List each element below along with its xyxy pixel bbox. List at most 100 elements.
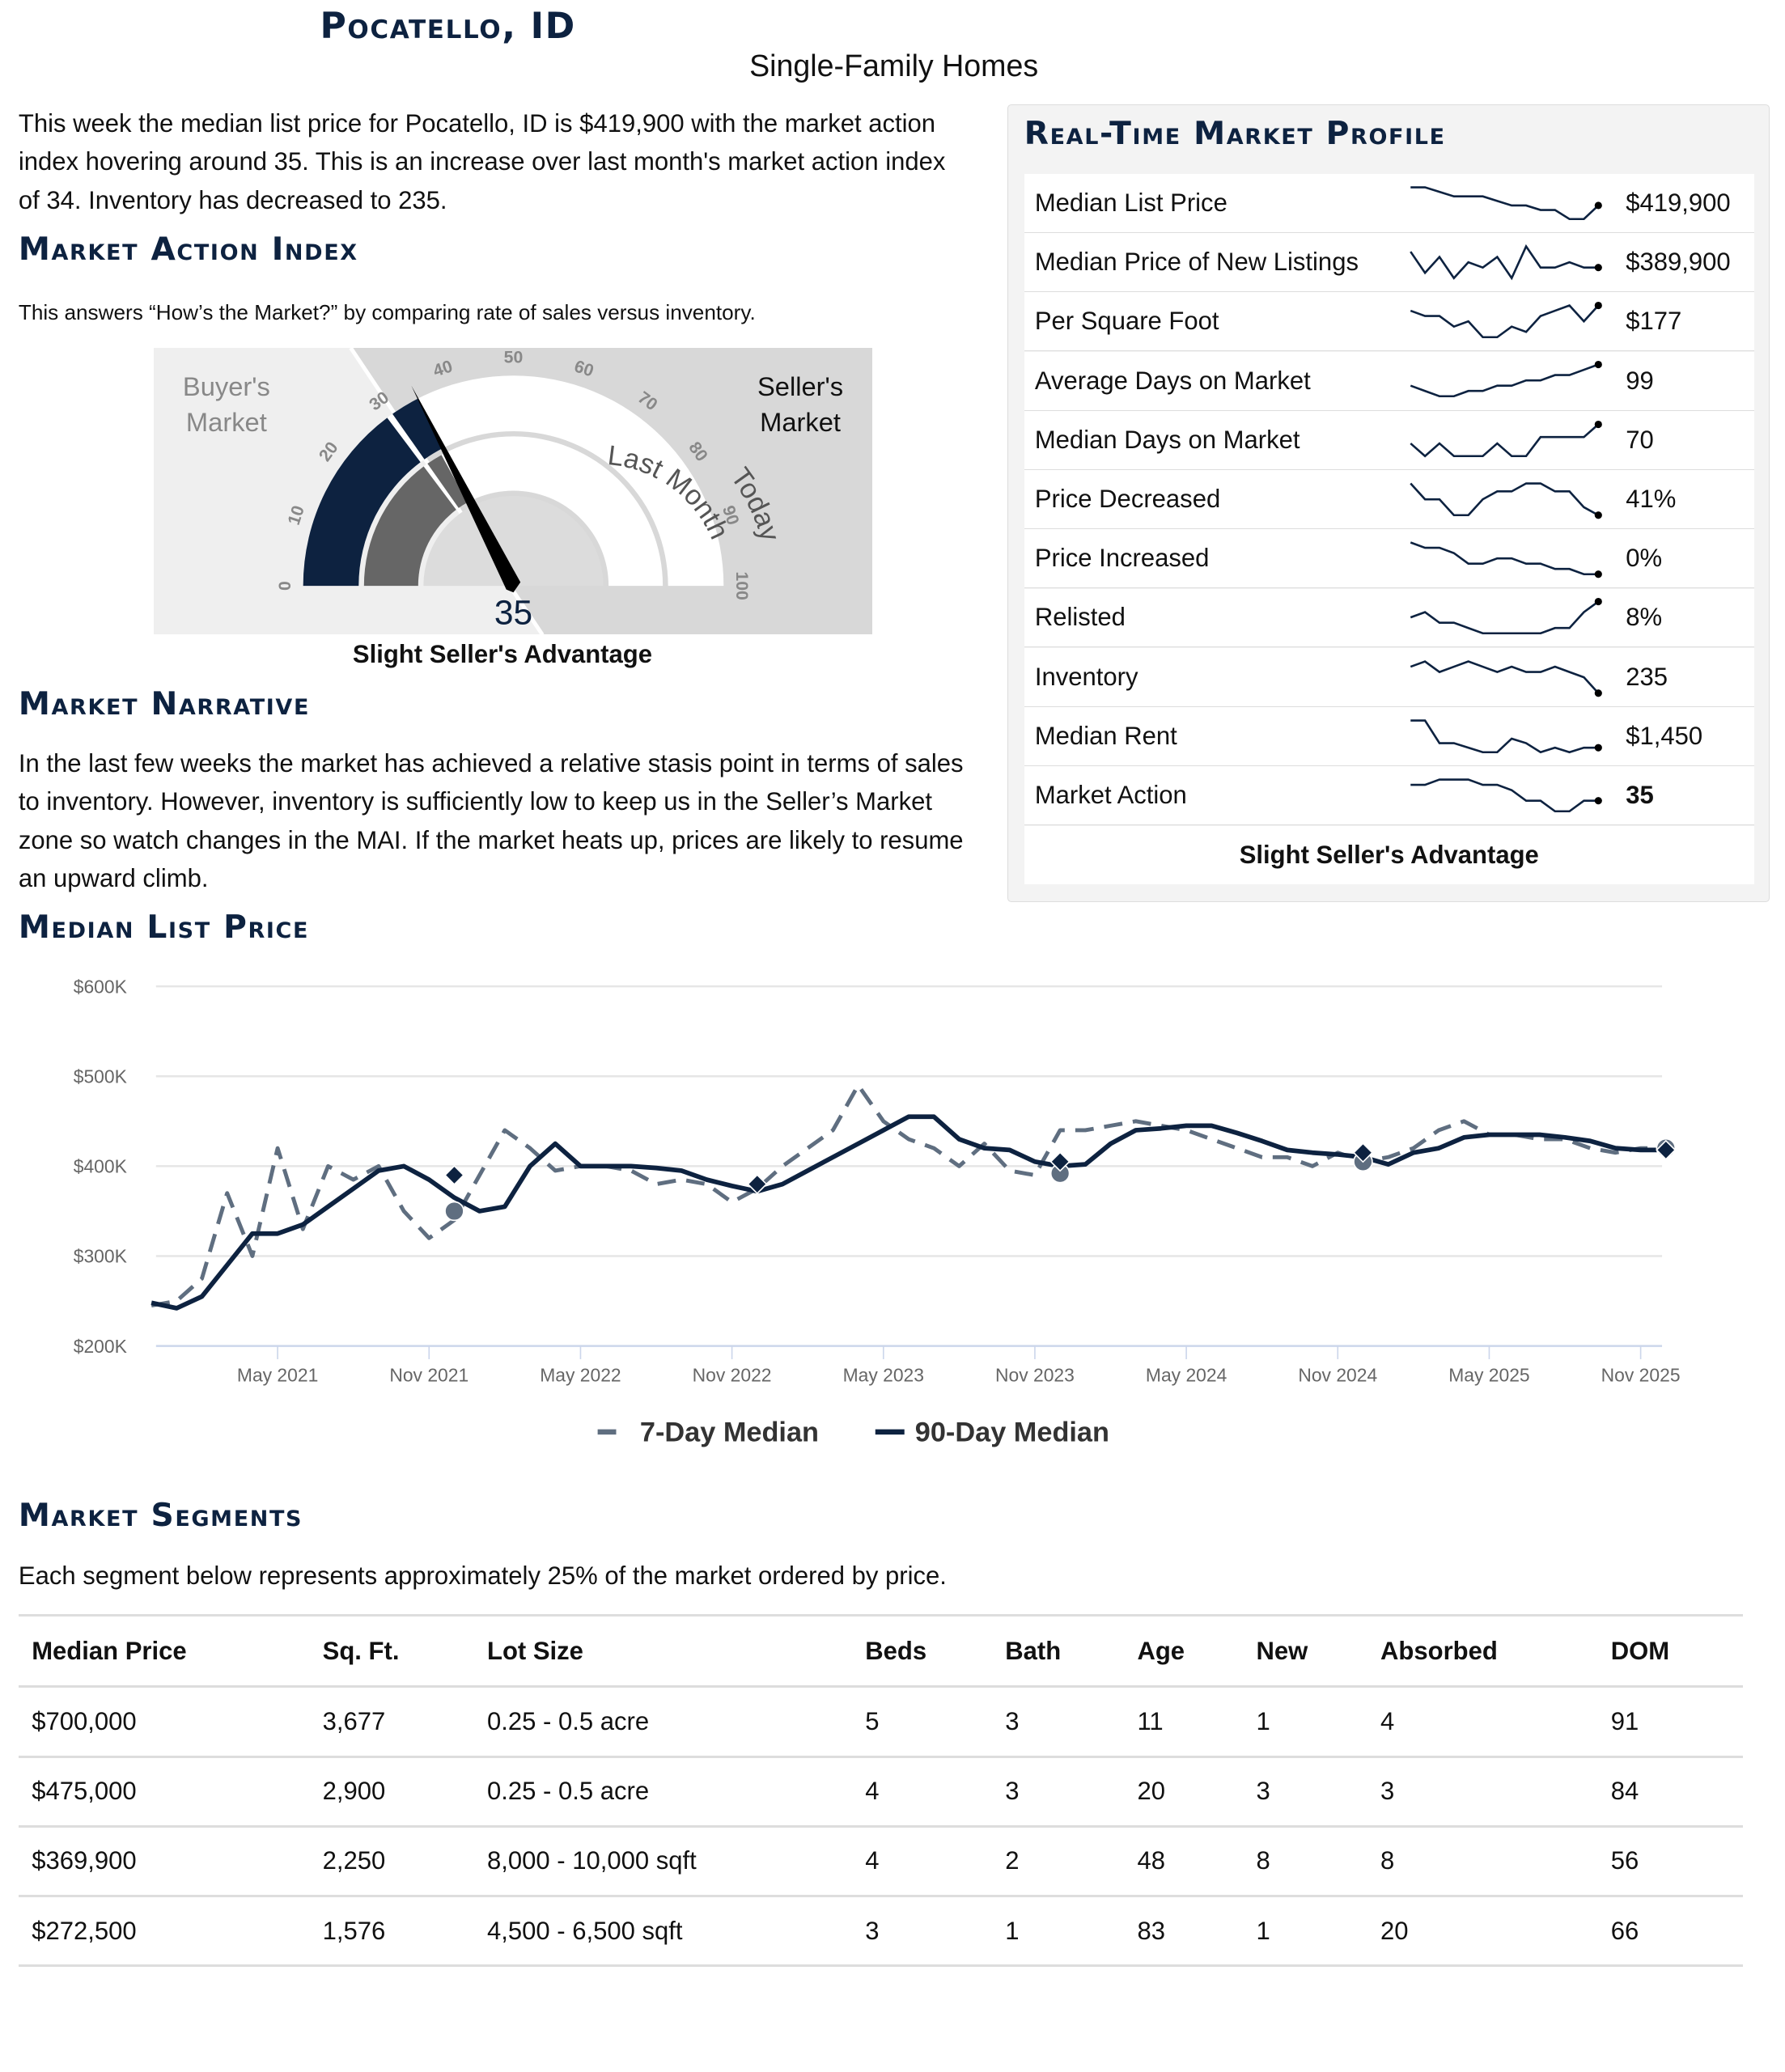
table-cell: 84	[1597, 1756, 1743, 1828]
x-tick-label: May 2022	[540, 1365, 621, 1386]
gauge-verdict: Slight Seller's Advantage	[352, 639, 652, 668]
sparkline-end-dot	[1594, 744, 1602, 752]
profile-row-value: $419,900	[1626, 189, 1731, 218]
y-tick-label: $200K	[74, 1336, 127, 1357]
column-header: New	[1243, 1614, 1367, 1689]
sparkline-end-dot	[1594, 797, 1602, 805]
page-title: Pocatello, ID	[320, 5, 576, 47]
profile-row-value: 41%	[1626, 485, 1677, 514]
sparkline-line	[1410, 423, 1599, 458]
sparkline-end-dot	[1594, 264, 1602, 272]
profile-row-value: 35	[1626, 781, 1654, 810]
table-cell: 4,500 - 6,500 sqft	[473, 1896, 852, 1968]
table-cell: 8,000 - 10,000 sqft	[473, 1826, 852, 1898]
profile-row-value: 99	[1626, 366, 1654, 395]
profile-row: Median Rent $1,450	[1024, 706, 1754, 766]
gauge-tick-label: 50	[503, 348, 523, 367]
page-subtitle: Single-Family Homes	[749, 49, 1039, 83]
profile-row-label: Price Decreased	[1034, 485, 1221, 514]
sparkline	[1410, 718, 1602, 753]
table-cell: 1	[991, 1896, 1125, 1968]
sellers-market-label: Seller's	[757, 371, 843, 401]
profile-row: Per Square Foot $177	[1024, 292, 1754, 352]
y-tick-label: $600K	[74, 976, 127, 997]
sparkline	[1410, 778, 1602, 812]
profile-row-value: 235	[1626, 662, 1668, 691]
narrative-heading: Market Narrative	[18, 686, 311, 723]
table-cell: 1,576	[309, 1896, 474, 1968]
sparkline	[1409, 482, 1602, 519]
column-header: DOM	[1597, 1614, 1743, 1689]
profile-row: Market Action 35	[1024, 766, 1754, 826]
profile-row: Average Days on Market 99	[1024, 351, 1754, 411]
table-cell: 4	[851, 1756, 992, 1828]
series-90-day-line	[151, 1114, 1666, 1311]
sparkline-line	[1410, 659, 1599, 694]
table-cell: 8	[1367, 1826, 1598, 1898]
table-cell: 91	[1597, 1686, 1743, 1758]
today-arc	[392, 398, 443, 460]
sparkline-line	[1409, 244, 1598, 281]
x-tick-label: May 2024	[1146, 1365, 1227, 1386]
profile-row-label: Median Rent	[1034, 721, 1177, 750]
y-tick-label: $300K	[74, 1246, 127, 1267]
profile-row-value: $389,900	[1626, 248, 1731, 277]
profile-row: Relisted 8%	[1024, 588, 1754, 648]
profile-heading: Real-Time Market Profile	[1024, 116, 1446, 153]
profile-row-value: 8%	[1626, 603, 1663, 632]
sparkline-line	[1410, 778, 1598, 812]
profile-row: Median Days on Market 70	[1024, 410, 1754, 470]
gauge-tick-label: 0	[275, 581, 295, 591]
gauge-needle	[410, 385, 520, 593]
table-row: $369,900 2,250 8,000 - 10,000 sqft 4 2 48 8 8 56	[18, 1826, 1743, 1898]
profile-row: Median List Price $419,900	[1024, 174, 1754, 233]
profile-row-value: 0%	[1626, 544, 1663, 573]
legend-item[interactable]: 90-Day Median	[915, 1417, 1109, 1447]
sparkline-line	[1410, 718, 1598, 753]
table-cell: 0.25 - 0.5 acre	[473, 1756, 852, 1828]
x-tick-label: Nov 2024	[1298, 1365, 1377, 1386]
table-cell: 3	[851, 1896, 992, 1968]
mai-description: This answers “How’s the Market?” by comp…	[18, 299, 756, 324]
sparkline	[1410, 541, 1602, 578]
90-day-marker	[747, 1173, 768, 1195]
table-row: $475,000 2,900 0.25 - 0.5 acre 4 3 20 3 3 84	[18, 1756, 1743, 1828]
sparkline	[1409, 244, 1602, 281]
table-cell: 83	[1124, 1896, 1244, 1968]
table-cell: 1	[1243, 1686, 1367, 1758]
profile-row-value: $177	[1626, 307, 1682, 336]
x-tick-label: Nov 2022	[693, 1365, 772, 1386]
table-cell: 5	[851, 1686, 992, 1758]
column-header: Bath	[991, 1614, 1125, 1689]
column-header: Median Price	[18, 1614, 310, 1689]
table-row: $700,000 3,677 0.25 - 0.5 acre 5 3 11 1 4 91	[18, 1686, 1743, 1758]
narrative-text: In the last few weeks the market has ach…	[18, 748, 964, 893]
x-tick-label: Nov 2021	[389, 1365, 469, 1386]
profile-row-label: Inventory	[1034, 662, 1138, 691]
sparkline-line	[1410, 304, 1599, 339]
table-cell: 56	[1597, 1826, 1743, 1898]
y-tick-label: $400K	[74, 1155, 127, 1176]
segments-heading: Market Segments	[18, 1498, 303, 1535]
gauge-hub	[422, 495, 604, 586]
sparkline-line	[1410, 186, 1599, 220]
sellers-market-label: Market	[760, 407, 841, 437]
sparkline-line	[1410, 363, 1599, 398]
table-cell: 20	[1367, 1896, 1598, 1968]
table-cell: 2	[991, 1826, 1125, 1898]
legend-item[interactable]: 7-Day Median	[640, 1417, 819, 1447]
profile-row-label: Median Price of New Listings	[1034, 248, 1359, 277]
table-row: $272,500 1,576 4,500 - 6,500 sqft 3 1 83 1 20 66	[18, 1896, 1743, 1968]
table-cell: 3	[1367, 1756, 1598, 1828]
table-cell: 4	[1367, 1686, 1598, 1758]
table-cell: $700,000	[18, 1686, 310, 1758]
table-cell: 66	[1597, 1896, 1743, 1968]
sparkline-end-dot	[1594, 361, 1602, 369]
sparkline	[1410, 361, 1602, 398]
column-header: Lot Size	[473, 1614, 852, 1689]
x-tick-label: Nov 2023	[995, 1365, 1075, 1386]
column-header: Beds	[851, 1614, 992, 1689]
median-list-price-chart: $200K $300K $400K $500K $600K May 2021 Nov 202…	[74, 976, 1681, 1447]
segments-table: Median Price Sq. Ft. Lot Size Beds Bath Age Ne…	[18, 1614, 1743, 1968]
